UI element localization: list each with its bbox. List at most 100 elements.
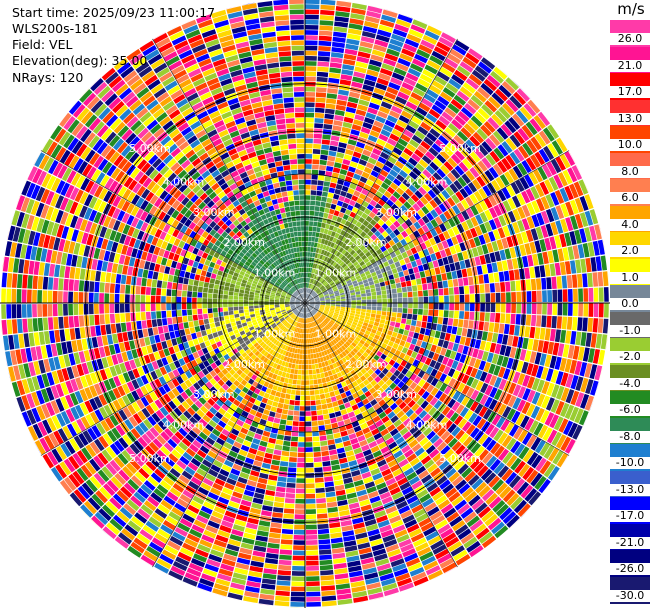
gate [332,237,338,244]
gate [551,384,560,398]
gate [315,301,320,303]
gate [305,364,309,370]
gate [324,113,334,120]
gate [368,174,377,183]
gate [449,295,454,303]
gate [501,260,509,271]
gate [471,329,478,339]
gate [312,226,317,232]
gate [368,280,375,286]
gate [415,258,422,266]
gate [387,293,392,299]
gate [311,279,314,284]
gate [305,169,312,175]
gate [579,212,589,227]
gate [292,426,299,432]
gate [359,317,365,322]
gate [459,336,466,345]
gate [264,452,273,459]
gate [572,345,580,360]
gate [377,326,383,333]
gate [439,223,447,233]
gate [319,435,327,441]
gate [450,98,463,110]
gate [310,242,315,247]
gate [386,269,393,276]
gate [313,128,323,134]
gate [588,287,594,302]
gate [321,222,326,229]
gate [344,209,352,216]
gate [444,107,457,118]
gate [396,333,403,340]
gate [474,256,481,266]
gate [313,133,322,139]
gate [409,325,416,332]
gate [306,288,308,293]
gate [317,270,321,276]
gate [306,586,321,592]
gate [422,283,428,291]
gate [318,40,332,47]
gate [465,218,474,229]
gate [319,30,333,36]
gate [327,88,338,94]
gate [419,73,433,84]
gate [531,303,537,315]
gate [453,134,465,146]
gate [554,235,562,249]
gate [321,403,328,410]
gate [583,303,589,317]
gate [276,585,291,591]
gate [301,370,305,375]
gate [310,262,314,268]
gate [347,234,353,241]
gate [321,255,326,261]
gate [339,292,345,296]
gate [412,19,428,30]
gate [530,186,540,200]
gate [547,290,553,302]
gate [441,324,448,333]
gate [402,308,408,314]
gate [374,230,381,238]
gate [404,341,411,349]
gate [587,272,593,287]
gate [276,580,291,586]
gate [312,293,317,297]
gate [365,112,377,120]
gate [425,165,436,175]
gate [483,321,490,332]
gate [329,272,334,278]
gate [501,141,513,154]
gate [517,373,526,386]
gate [306,267,309,273]
gate [535,278,542,290]
gate [329,293,335,297]
gate [319,307,325,310]
gate [320,149,329,156]
gate [305,252,308,257]
gate [421,98,434,108]
gate [580,377,589,393]
gate [541,395,551,409]
gate [464,303,470,311]
gate [326,257,331,263]
gate [415,176,425,186]
gate [323,310,329,314]
gate [299,411,305,416]
gate [531,214,540,228]
gate [347,204,354,211]
gate [408,184,418,194]
gate [519,244,527,256]
gate [291,576,305,582]
gate [579,362,588,377]
gate [369,219,377,226]
gate [457,344,464,354]
gate [443,31,457,39]
gate [550,158,562,174]
gate [385,265,391,272]
gate [306,545,318,551]
gate [273,449,282,456]
gate [463,185,473,196]
